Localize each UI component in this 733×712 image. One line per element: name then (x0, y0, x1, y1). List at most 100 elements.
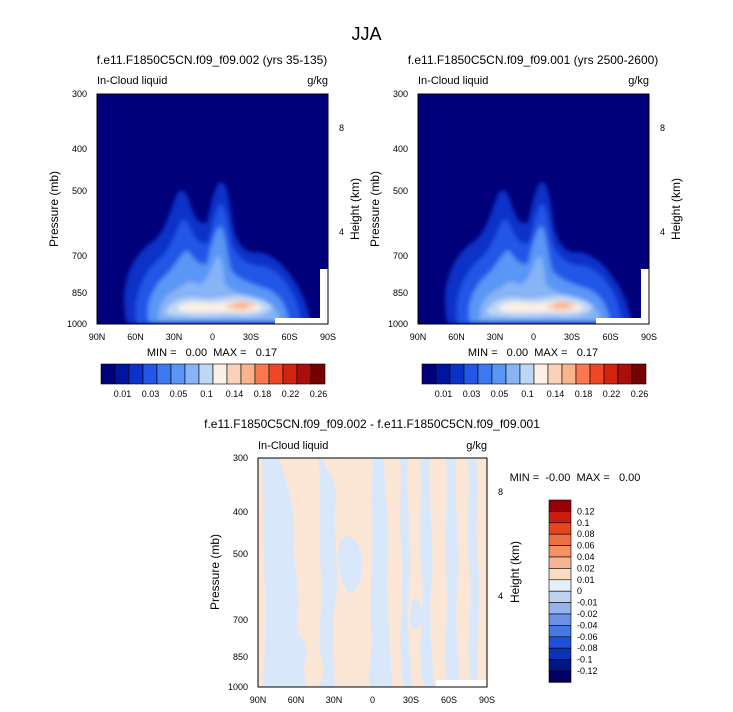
x-tick-label: 0 (370, 695, 375, 705)
y-tick-label: 850 (72, 288, 87, 298)
x-tick-label: 30N (166, 332, 183, 342)
colorbar-label: 0.22 (603, 389, 621, 399)
colorbar-swatch (519, 363, 535, 385)
colorbar-label: 0.08 (577, 529, 595, 539)
panel-a-stats: MIN = 0.00 MAX = 0.17 (147, 347, 277, 359)
panel-c-left-label: In-Cloud liquid (258, 440, 328, 452)
colorbar-swatch (548, 590, 572, 603)
y-tick-label: 300 (233, 453, 248, 463)
colorbar-swatch (548, 613, 572, 626)
colorbar-label: -0.08 (577, 643, 598, 653)
colorbar-swatch (421, 363, 437, 385)
colorbar-swatch (561, 363, 577, 385)
colorbar-swatch (449, 363, 465, 385)
colorbar-swatch (240, 363, 256, 385)
y-tick-label: 700 (72, 251, 87, 261)
panel-c-title: f.e11.F1850C5CN.f09_f09.002 - f.e11.F185… (204, 417, 540, 431)
y-tick-label: 500 (393, 186, 408, 196)
colorbar-swatch (548, 511, 572, 524)
y-tick-label: 700 (393, 251, 408, 261)
height-tick-label: 4 (339, 227, 344, 237)
x-tick-label: 60S (602, 332, 618, 342)
x-tick-label: 30S (403, 695, 419, 705)
x-tick-label: 90S (479, 695, 495, 705)
colorbar-swatch (548, 556, 572, 569)
x-tick-label: 30N (487, 332, 504, 342)
y-tick-label: 850 (233, 652, 248, 662)
colorbar-swatch (547, 363, 563, 385)
colorbar-swatch (548, 659, 572, 672)
height-tick-label: 8 (660, 123, 665, 133)
panel-a-field (97, 94, 328, 324)
colorbar-swatch (548, 568, 572, 581)
panel-c-ylabel: Pressure (mb) (208, 534, 222, 610)
colorbar-swatch (156, 363, 172, 385)
y-tick-label: 850 (393, 288, 408, 298)
panel-b-left-label: In-Cloud liquid (418, 75, 488, 87)
panel-b-ylabel: Pressure (mb) (368, 171, 382, 247)
colorbar-swatch (198, 363, 214, 385)
colorbar-swatch (548, 602, 572, 615)
panel-c-y-ticks-right: 8 4 (498, 487, 503, 601)
colorbar-label: 0.26 (310, 389, 328, 399)
panel-b-ylabel-right: Height (km) (669, 178, 683, 240)
x-tick-label: 30S (243, 332, 259, 342)
figure-title: JJA (351, 24, 381, 44)
x-tick-label: 60N (448, 332, 465, 342)
colorbar-label: 0.18 (254, 389, 272, 399)
x-tick-label: 90N (89, 332, 106, 342)
panel-c-y-ticks: 300 400 500 700 850 1000 (228, 453, 248, 692)
colorbar-swatch (212, 363, 228, 385)
colorbar-label: 0 (577, 586, 582, 596)
panel-b-stats: MIN = 0.00 MAX = 0.17 (468, 347, 598, 359)
colorbar-swatch (548, 636, 572, 649)
panel-c-frame (257, 457, 488, 688)
colorbar-label: 0.06 (577, 541, 595, 551)
colorbar-swatch (310, 363, 326, 385)
panel-a: f.e11.F1850C5CN.f09_f09.002 (yrs 35-135)… (47, 53, 362, 399)
panel-c-stats: MIN = -0.00 MAX = 0.00 (510, 472, 641, 484)
panel-b-title: f.e11.F1850C5CN.f09_f09.001 (yrs 2500-26… (408, 53, 659, 67)
colorbar-label: 0.22 (282, 389, 300, 399)
colorbar-swatch (548, 533, 572, 546)
y-tick-label: 400 (233, 507, 248, 517)
panel-c: f.e11.F1850C5CN.f09_f09.002 - f.e11.F185… (204, 417, 640, 705)
colorbar-label: 0.05 (170, 389, 188, 399)
panel-a-ylabel: Pressure (mb) (47, 171, 61, 247)
colorbar-swatch (463, 363, 479, 385)
colorbar-label: 0.03 (142, 389, 160, 399)
colorbar-label: -0.01 (577, 598, 598, 608)
colorbar-swatch (114, 363, 130, 385)
x-tick-label: 30N (326, 695, 343, 705)
panel-a-colorbar: 0.01 0.03 0.05 0.1 0.14 0.18 0.22 0.26 (100, 363, 328, 399)
panel-b-units: g/kg (628, 75, 649, 87)
colorbar-swatch (631, 363, 647, 385)
panel-a-frame (96, 93, 329, 325)
panel-a-x-ticks: 90N 60N 30N 0 30S 60S 90S (89, 332, 336, 342)
colorbar-swatch (100, 363, 116, 385)
panel-c-x-ticks: 90N 60N 30N 0 30S 60S 90S (250, 695, 495, 705)
y-tick-label: 1000 (228, 682, 248, 692)
panel-b-field (418, 94, 649, 324)
x-tick-label: 90N (410, 332, 427, 342)
x-tick-label: 60N (127, 332, 144, 342)
x-tick-label: 0 (531, 332, 536, 342)
colorbar-label: 0.12 (577, 506, 595, 516)
colorbar-label: 0.05 (491, 389, 509, 399)
colorbar-label: 0.01 (577, 575, 595, 585)
panel-a-title: f.e11.F1850C5CN.f09_f09.002 (yrs 35-135) (97, 53, 328, 67)
colorbar-swatch (548, 522, 572, 535)
y-tick-label: 1000 (388, 319, 408, 329)
y-tick-label: 1000 (67, 319, 87, 329)
colorbar-swatch (548, 499, 572, 512)
colorbar-swatch (226, 363, 242, 385)
panel-c-ylabel-right: Height (km) (508, 541, 522, 603)
x-tick-label: 90S (320, 332, 336, 342)
colorbar-swatch (170, 363, 186, 385)
colorbar-swatch (603, 363, 619, 385)
colorbar-swatch (548, 579, 572, 592)
panel-a-ylabel-right: Height (km) (348, 178, 362, 240)
panel-a-y-ticks: 300 400 500 700 850 1000 (67, 89, 87, 329)
colorbar-swatch (491, 363, 507, 385)
